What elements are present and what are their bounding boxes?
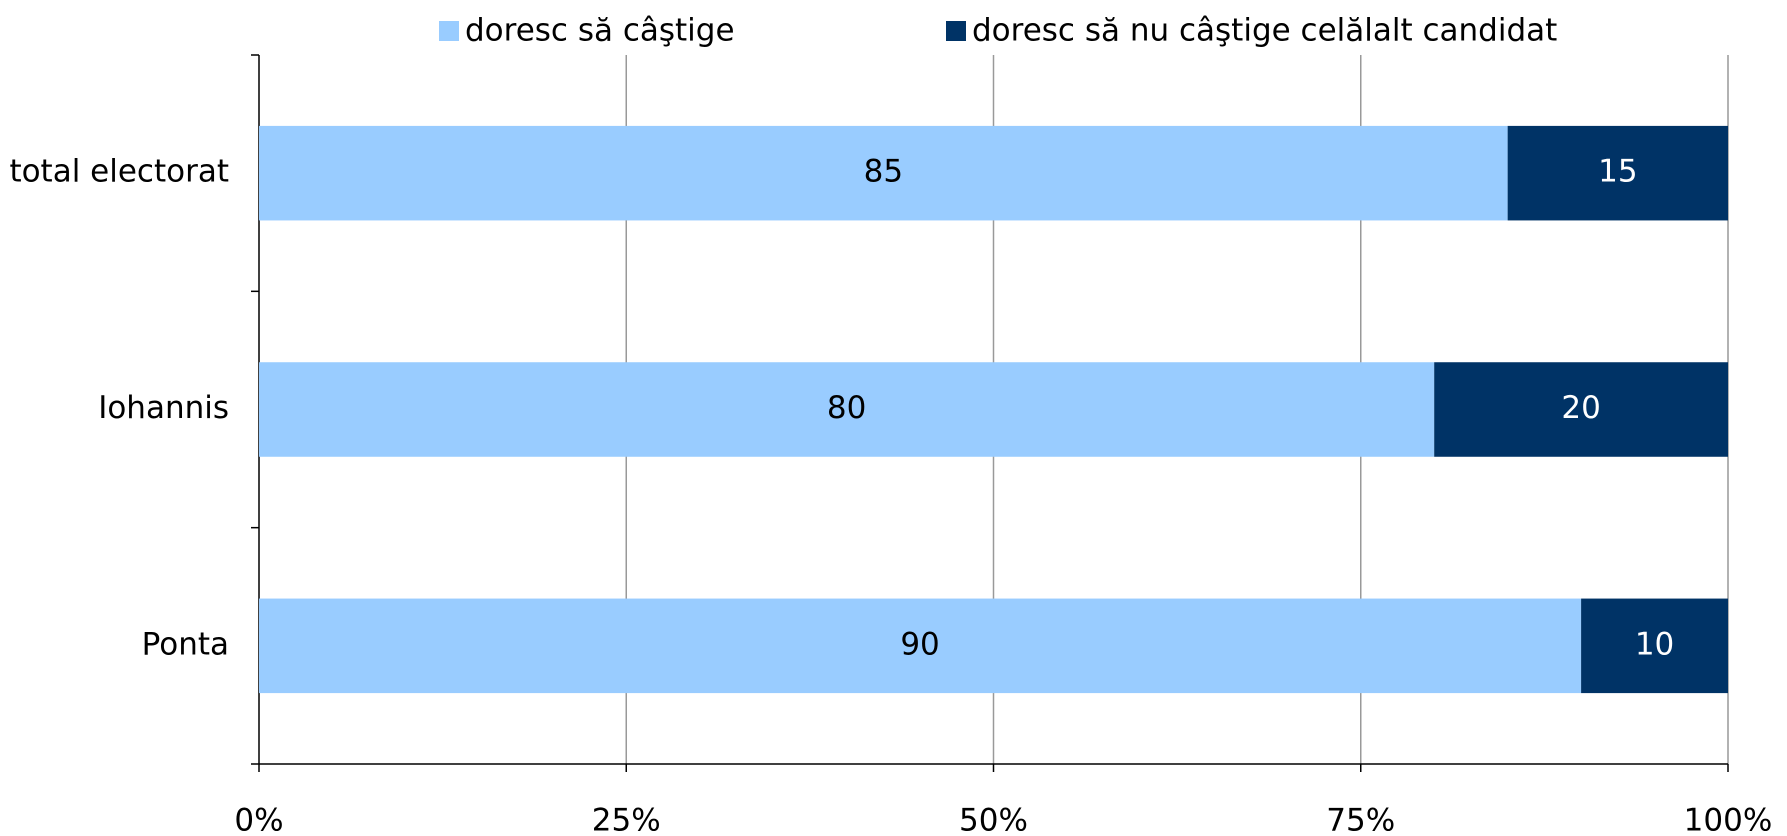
bar-segment — [1581, 598, 1728, 694]
y-tick-label: Iohannis — [98, 390, 229, 426]
data-label: 20 — [1561, 390, 1600, 426]
x-tick-label: 50% — [959, 803, 1028, 836]
legend-label: doresc să nu câştige celălalt candidat — [972, 13, 1557, 49]
data-label: 90 — [900, 626, 939, 662]
x-tick-label: 100% — [1684, 803, 1773, 836]
y-tick-label: Ponta — [142, 626, 229, 662]
bar-segment — [1434, 362, 1728, 457]
legend-label: doresc să câştige — [465, 13, 735, 49]
x-tick-label: 0% — [234, 803, 283, 836]
x-tick-label: 25% — [592, 803, 661, 836]
bar-segment — [259, 125, 1508, 221]
x-tick-label: 75% — [1326, 803, 1395, 836]
data-label: 10 — [1635, 626, 1674, 662]
data-label: 80 — [827, 390, 866, 426]
data-label: 15 — [1598, 154, 1637, 190]
bar-segment — [259, 598, 1582, 694]
bar-segment — [1507, 125, 1728, 221]
bar-segment — [259, 362, 1435, 457]
legend-swatch — [946, 21, 966, 41]
data-label: 85 — [864, 154, 903, 190]
y-tick-label: total electorat — [9, 154, 229, 190]
legend-swatch — [439, 21, 459, 41]
